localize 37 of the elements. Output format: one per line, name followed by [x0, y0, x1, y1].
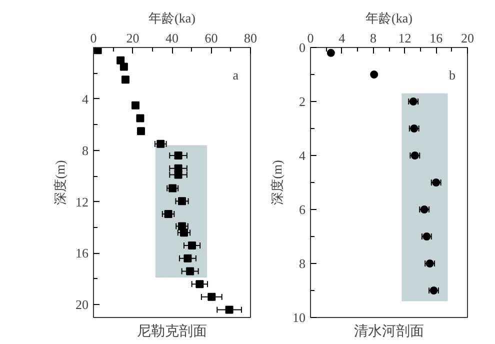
x-tick-label: 4	[338, 30, 346, 46]
y-tick-label: 16	[76, 246, 89, 261]
x-axis-title: 年龄(ka)	[148, 10, 196, 26]
y-tick-label: 20	[76, 297, 88, 312]
point	[370, 70, 378, 78]
y-tick-label: 0	[299, 40, 306, 55]
text: 尼勒克剖面	[137, 324, 207, 340]
y-tick-label: 4	[82, 91, 89, 106]
x-tick-label: 20	[461, 30, 474, 46]
y-tick-label: 10	[292, 310, 306, 325]
annotation: b	[449, 68, 456, 82]
y-tick-label: 12	[76, 194, 88, 210]
point	[136, 114, 144, 122]
x-tick-label: 8	[370, 30, 377, 46]
point	[131, 101, 140, 110]
y-tick-label: 2	[299, 94, 306, 109]
y-axis-title: 深度(m)	[52, 160, 68, 205]
text: 清水河剖面	[354, 324, 424, 340]
x-tick-label: 16	[430, 30, 444, 46]
y-axis-title: 深度(m)	[270, 160, 284, 205]
y-tick-label: 8	[299, 256, 306, 271]
x-tick-label: 12	[398, 30, 412, 46]
x-tick-label: 40	[166, 30, 178, 46]
point	[121, 76, 130, 84]
x-tick-label: 60	[204, 30, 218, 46]
annotation: a	[232, 68, 239, 82]
y-tick-label: 6	[299, 202, 306, 217]
x-tick-label: 20	[126, 30, 140, 46]
x-tick-label: 80	[244, 30, 257, 46]
point	[136, 127, 145, 136]
y-tick-label: 8	[82, 142, 88, 158]
point	[116, 56, 125, 64]
point	[94, 48, 102, 54]
point	[120, 62, 128, 71]
x-axis-title: 年龄(ka)	[366, 10, 412, 26]
point	[326, 48, 335, 57]
y-tick-label: 4	[299, 148, 306, 163]
